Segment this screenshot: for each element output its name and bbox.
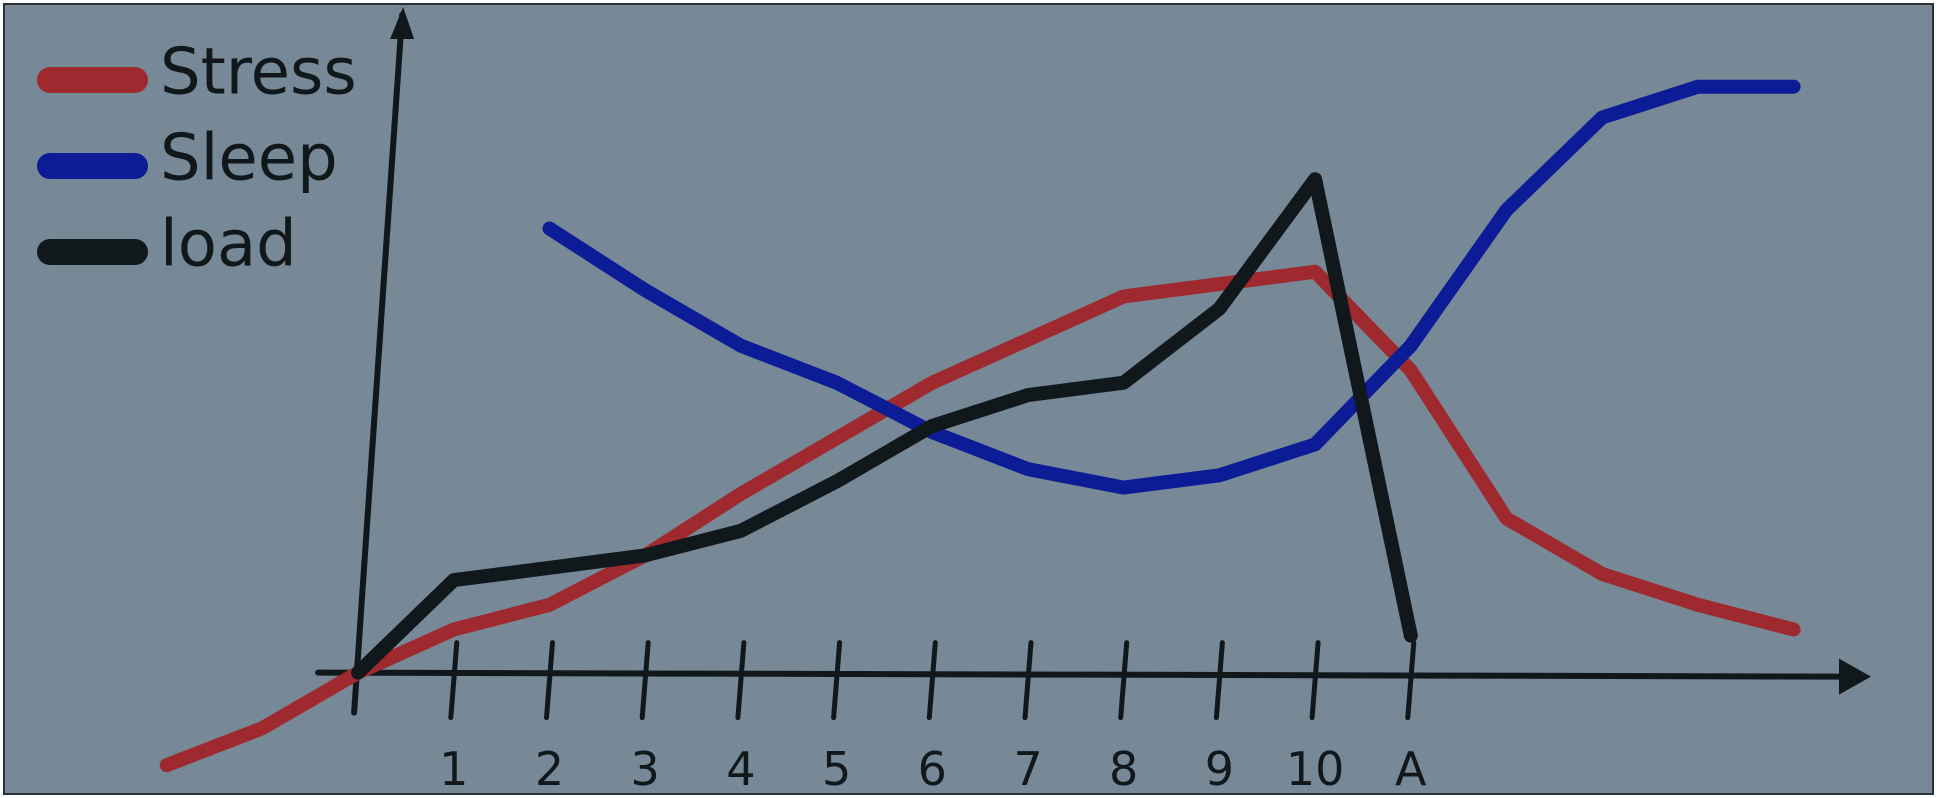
- legend-label: Stress: [160, 36, 357, 110]
- x-tick-label: 4: [726, 742, 755, 796]
- page: StressSleepload 12345678910A (() => { co…: [0, 0, 1937, 798]
- legend-label: Sleep: [160, 122, 338, 196]
- x-tick-label: 3: [631, 742, 660, 796]
- x-tick-label: 10: [1286, 742, 1345, 796]
- x-tick-label: 1: [439, 742, 468, 796]
- x-tick-label: 8: [1109, 742, 1138, 796]
- x-tick-label: 6: [918, 742, 947, 796]
- chart: Stress Sleep load 1 2 3 4 5 6 7 8 9 10 A: [0, 0, 1937, 798]
- legend-label: load: [160, 208, 297, 282]
- x-tick-label: 2: [535, 742, 564, 796]
- x-tick-label: 7: [1013, 742, 1042, 796]
- x-tick-label: 9: [1205, 742, 1234, 796]
- x-tick-label: 5: [822, 742, 851, 796]
- x-tick-label: A: [1395, 742, 1427, 796]
